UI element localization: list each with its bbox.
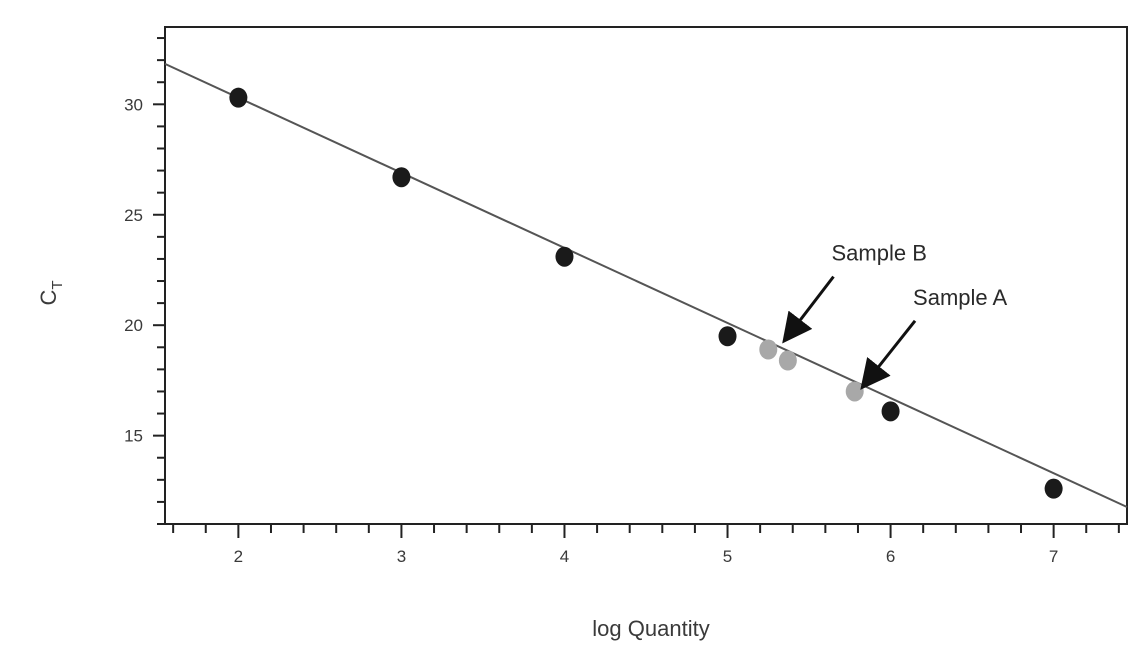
sample-point bbox=[778, 350, 797, 371]
y-tick-label: 30 bbox=[124, 95, 143, 114]
annotations-group: Sample B Sample A bbox=[782, 241, 1008, 390]
annotation-arrow bbox=[860, 319, 917, 390]
y-tick-label: 15 bbox=[124, 427, 143, 446]
points-group bbox=[229, 87, 1063, 499]
x-axis: 2 3 4 5 6 7 bbox=[172, 524, 1120, 566]
x-tick-label: 6 bbox=[886, 547, 895, 566]
annotation-label: Sample B bbox=[832, 241, 927, 266]
sample-point bbox=[759, 339, 778, 360]
standard-point bbox=[229, 87, 248, 108]
y-axis-title: CT bbox=[36, 280, 66, 305]
y-axis-title-sub: T bbox=[49, 280, 66, 289]
fit-line bbox=[164, 62, 1128, 508]
x-tick-label: 5 bbox=[723, 547, 732, 566]
annotation-arrow bbox=[782, 275, 835, 344]
y-tick-label: 20 bbox=[124, 316, 143, 335]
y-axis-title-main: C bbox=[36, 290, 61, 306]
x-tick-label: 4 bbox=[560, 547, 569, 566]
standard-point bbox=[555, 246, 574, 267]
y-axis: 15 20 25 30 bbox=[124, 37, 165, 525]
x-tick-label: 2 bbox=[234, 547, 243, 566]
plot-frame bbox=[164, 26, 1128, 525]
y-tick-label: 25 bbox=[124, 206, 143, 225]
fit-line-group bbox=[164, 62, 1128, 508]
sample-point bbox=[845, 381, 864, 402]
x-tick-label: 3 bbox=[397, 547, 406, 566]
standard-point bbox=[392, 167, 411, 188]
standard-point bbox=[1044, 478, 1063, 499]
x-tick-label: 7 bbox=[1049, 547, 1058, 566]
standard-point bbox=[718, 326, 737, 347]
svg-text:CT: CT bbox=[36, 280, 66, 305]
x-axis-title: log Quantity bbox=[592, 616, 709, 641]
standard-point bbox=[881, 401, 900, 422]
annotation-label: Sample A bbox=[913, 285, 1007, 310]
